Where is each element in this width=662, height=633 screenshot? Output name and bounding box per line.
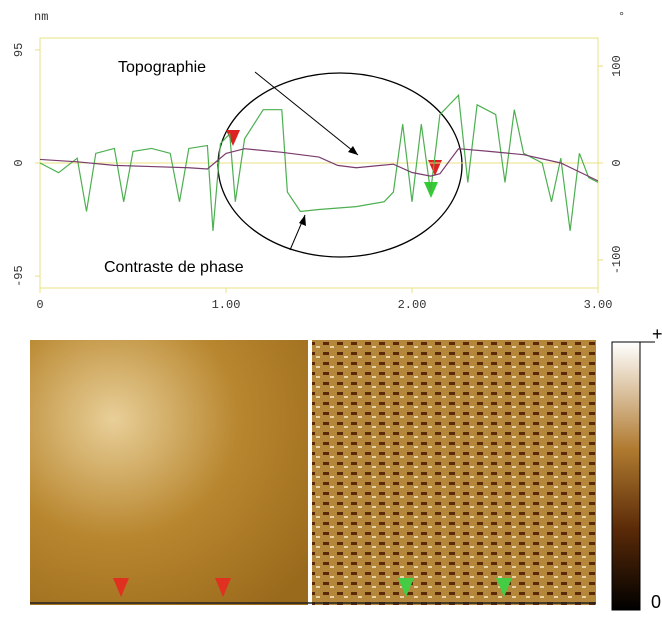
highlight-ellipse <box>217 72 463 258</box>
x-tick-label: 1.00 <box>212 298 241 312</box>
annotation: Topographie <box>118 59 206 76</box>
y2-tick-label: 100 <box>610 55 624 77</box>
x-tick-label: 2.00 <box>398 298 427 312</box>
left-unit: nm <box>34 10 48 24</box>
marker <box>113 578 129 597</box>
y-tick-label: 0 <box>12 159 26 166</box>
arrowhead <box>348 146 358 155</box>
marker <box>496 578 512 597</box>
arrow <box>254 71 359 156</box>
marker <box>428 160 442 176</box>
series-line <box>39 93 599 231</box>
series-line <box>39 148 599 182</box>
colorbar-label: 0 <box>651 592 661 612</box>
colorbar <box>611 341 641 611</box>
y2-tick-label: -100 <box>610 245 624 274</box>
marker <box>398 578 414 597</box>
marker <box>226 130 240 146</box>
marker <box>215 578 231 597</box>
y-tick-label: 95 <box>12 43 26 57</box>
y-tick-label: -95 <box>12 265 26 287</box>
x-tick-label: 0 <box>36 298 43 312</box>
annotation: Contraste de phase <box>104 259 244 276</box>
arrowhead <box>299 215 306 226</box>
right-unit: ° <box>618 10 625 24</box>
phase-image <box>312 340 596 605</box>
colorbar-label: + <box>652 324 662 344</box>
x-tick-label: 3.00 <box>584 298 613 312</box>
topography-image <box>30 340 308 605</box>
y2-tick-label: 0 <box>610 159 624 166</box>
